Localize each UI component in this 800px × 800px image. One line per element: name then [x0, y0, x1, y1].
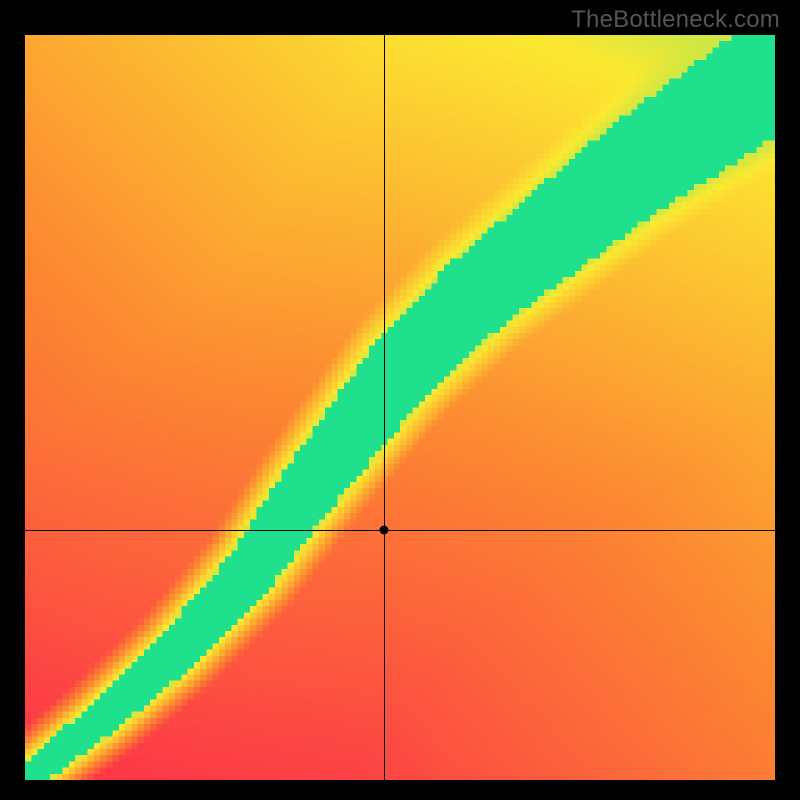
- crosshair-dot: [379, 526, 388, 535]
- watermark-text: TheBottleneck.com: [571, 6, 780, 34]
- crosshair-vertical: [384, 35, 385, 780]
- heatmap-plot-area: [25, 35, 775, 780]
- chart-container: TheBottleneck.com: [0, 0, 800, 800]
- crosshair-horizontal: [25, 530, 775, 531]
- heatmap-canvas: [25, 35, 775, 780]
